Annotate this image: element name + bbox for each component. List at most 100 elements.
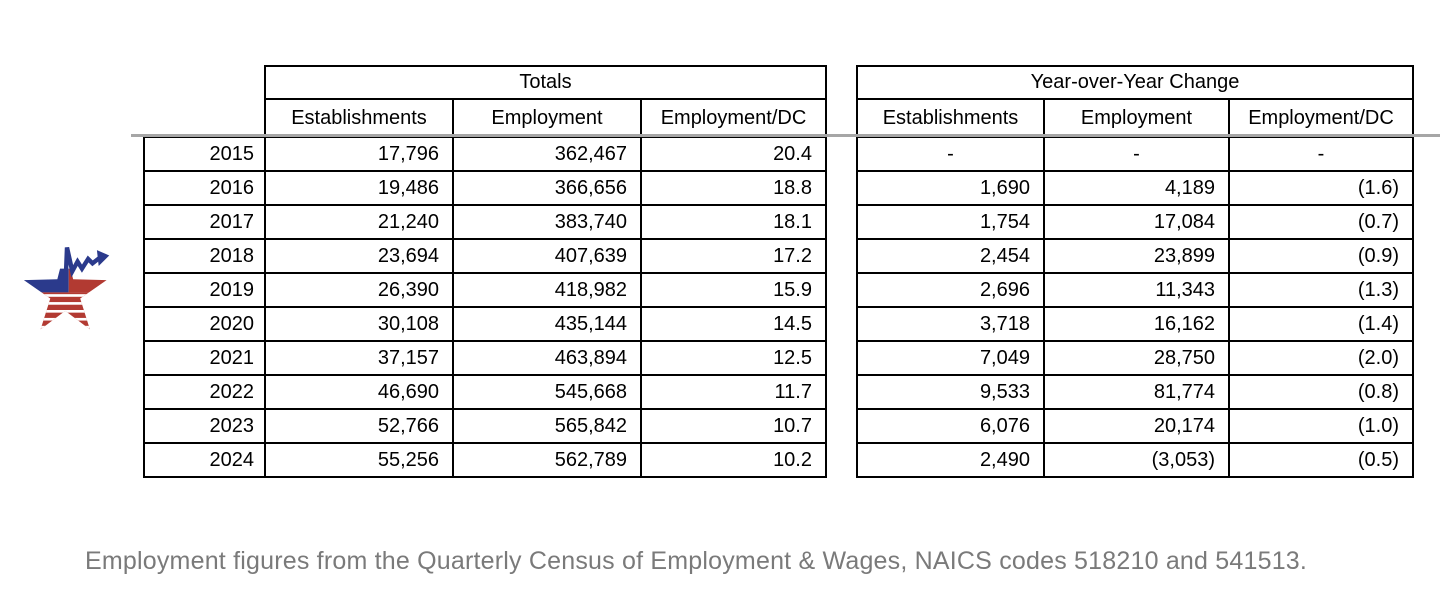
yoy-employment-dc-cell: (0.7) [1228,204,1414,240]
totals-employment-dc-cell: 11.7 [640,374,827,410]
year-cell: 2022 [143,374,266,410]
year-cell: 2016 [143,170,266,206]
yoy-establishments-cell: 2,454 [856,238,1045,274]
yoy-establishments-cell: 7,049 [856,340,1045,376]
table-row: 2020 30,108 435,144 14.5 [143,306,827,342]
totals-establishments-cell: 23,694 [264,238,454,274]
yoy-employment-cell: - [1043,136,1230,172]
yoy-employment-dc-cell: (1.3) [1228,272,1414,308]
source-note: Employment figures from the Quarterly Ce… [85,547,1308,575]
totals-employment-dc-cell: 18.1 [640,204,827,240]
yoy-employment-cell: 23,899 [1043,238,1230,274]
totals-employment-dc-cell: 10.7 [640,408,827,444]
yoy-header-establishments: Establishments [856,98,1045,138]
table-row: 9,533 81,774 (0.8) [856,374,1414,410]
table-row: 1,690 4,189 (1.6) [856,170,1414,206]
table-row: 2,454 23,899 (0.9) [856,238,1414,274]
totals-establishments-cell: 30,108 [264,306,454,342]
yoy-employment-cell: (3,053) [1043,442,1230,478]
totals-employment-cell: 418,982 [452,272,642,308]
arrow-head-icon [96,250,110,266]
table-row: 2018 23,694 407,639 17.2 [143,238,827,274]
yoy-employment-dc-cell: - [1228,136,1414,172]
yoy-employment-cell: 11,343 [1043,272,1230,308]
totals-establishments-cell: 17,796 [264,136,454,172]
yoy-employment-dc-cell: (0.9) [1228,238,1414,274]
yoy-employment-dc-cell: (0.5) [1228,442,1414,478]
totals-header-establishments: Establishments [264,98,454,138]
totals-group-title: Totals [264,65,827,100]
totals-employment-cell: 407,639 [452,238,642,274]
totals-establishments-cell: 52,766 [264,408,454,444]
table-row: 6,076 20,174 (1.0) [856,408,1414,444]
table-row: 2,696 11,343 (1.3) [856,272,1414,308]
yoy-employment-dc-cell: (2.0) [1228,340,1414,376]
table-row: 2016 19,486 366,656 18.8 [143,170,827,206]
year-cell: 2019 [143,272,266,308]
yoy-employment-cell: 4,189 [1043,170,1230,206]
totals-header-employment: Employment [452,98,642,138]
totals-employment-cell: 366,656 [452,170,642,206]
header-divider-rule [131,134,1440,137]
yoy-employment-cell: 28,750 [1043,340,1230,376]
totals-employment-cell: 463,894 [452,340,642,376]
table-row: 3,718 16,162 (1.4) [856,306,1414,342]
year-cell: 2021 [143,340,266,376]
table-row: 2017 21,240 383,740 18.1 [143,204,827,240]
totals-establishments-cell: 46,690 [264,374,454,410]
totals-employment-dc-cell: 20.4 [640,136,827,172]
yoy-employment-cell: 16,162 [1043,306,1230,342]
table-row: 2022 46,690 545,668 11.7 [143,374,827,410]
yoy-table: Year-over-Year Change Establishments Emp… [856,65,1414,478]
yoy-employment-dc-cell: (0.8) [1228,374,1414,410]
totals-establishments-cell: 37,157 [264,340,454,376]
star-chart-logo [23,247,110,330]
totals-employment-cell: 362,467 [452,136,642,172]
yoy-establishments-cell: 2,696 [856,272,1045,308]
totals-employment-cell: 383,740 [452,204,642,240]
yoy-establishments-cell: 3,718 [856,306,1045,342]
year-cell: 2020 [143,306,266,342]
yoy-employment-dc-cell: (1.4) [1228,306,1414,342]
spacer-cell [144,99,265,137]
totals-establishments-cell: 26,390 [264,272,454,308]
totals-employment-dc-cell: 18.8 [640,170,827,206]
totals-employment-dc-cell: 10.2 [640,442,827,478]
totals-employment-dc-cell: 14.5 [640,306,827,342]
yoy-establishments-cell: 6,076 [856,408,1045,444]
table-row: 7,049 28,750 (2.0) [856,340,1414,376]
year-cell: 2015 [143,136,266,172]
year-cell: 2023 [143,408,266,444]
yoy-employment-cell: 20,174 [1043,408,1230,444]
totals-establishments-cell: 19,486 [264,170,454,206]
yoy-header-employment-dc: Employment/DC [1228,98,1414,138]
table-row: 2021 37,157 463,894 12.5 [143,340,827,376]
totals-header-employment-dc: Employment/DC [640,98,827,138]
yoy-establishments-cell: - [856,136,1045,172]
yoy-employment-cell: 81,774 [1043,374,1230,410]
table-row: - - - [856,136,1414,172]
totals-table: Totals Establishments Employment Employm… [143,65,827,478]
yoy-employment-dc-cell: (1.0) [1228,408,1414,444]
table-row: 1,754 17,084 (0.7) [856,204,1414,240]
year-cell: 2024 [143,442,266,478]
totals-employment-cell: 565,842 [452,408,642,444]
table-row: 2,490 (3,053) (0.5) [856,442,1414,478]
table-row: 2015 17,796 362,467 20.4 [143,136,827,172]
yoy-employment-cell: 17,084 [1043,204,1230,240]
yoy-establishments-cell: 9,533 [856,374,1045,410]
totals-establishments-cell: 55,256 [264,442,454,478]
spacer-cell [144,66,265,99]
totals-employment-dc-cell: 15.9 [640,272,827,308]
totals-employment-cell: 435,144 [452,306,642,342]
yoy-establishments-cell: 1,690 [856,170,1045,206]
yoy-establishments-cell: 2,490 [856,442,1045,478]
totals-employment-dc-cell: 12.5 [640,340,827,376]
yoy-establishments-cell: 1,754 [856,204,1045,240]
totals-employment-dc-cell: 17.2 [640,238,827,274]
table-row: 2024 55,256 562,789 10.2 [143,442,827,478]
table-row: 2019 26,390 418,982 15.9 [143,272,827,308]
totals-employment-cell: 545,668 [452,374,642,410]
yoy-group-title: Year-over-Year Change [856,65,1414,100]
